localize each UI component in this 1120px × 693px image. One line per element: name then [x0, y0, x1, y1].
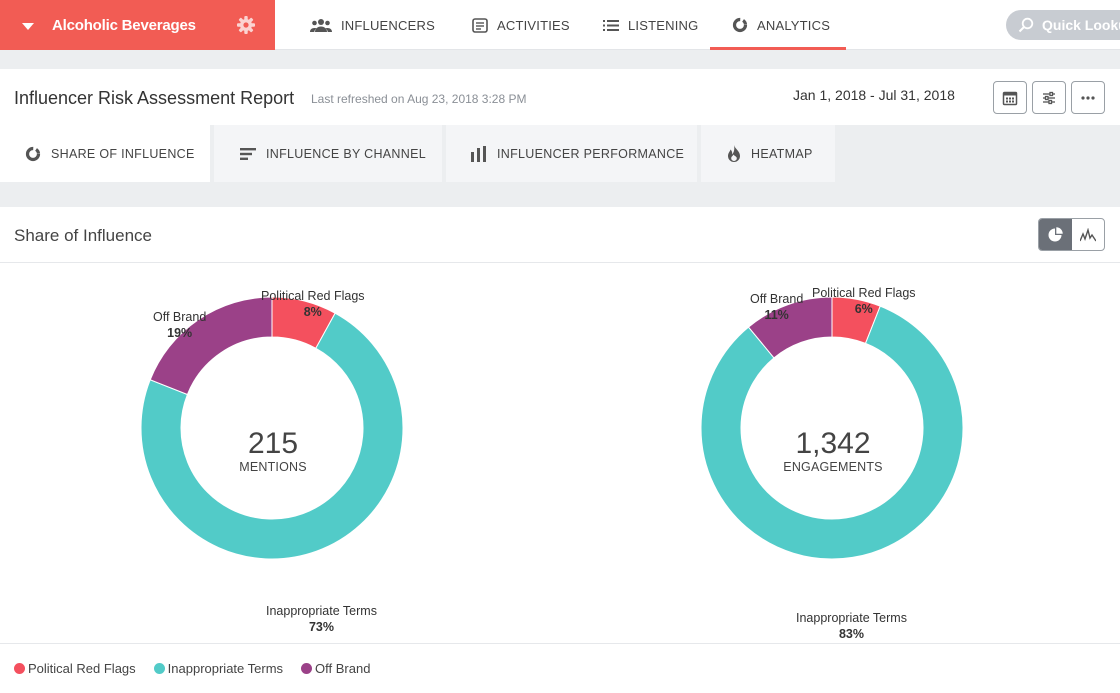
ellipsis-icon	[1081, 95, 1095, 100]
bar-list-icon	[240, 147, 256, 160]
donut-slice-offbrand[interactable]	[747, 296, 833, 359]
slice-name: Inappropriate Terms	[266, 604, 377, 618]
filter-button[interactable]	[1032, 81, 1066, 114]
legend-item-inappropriate[interactable]: Inappropriate Terms	[153, 661, 284, 676]
nav-analytics-label: ANALYTICS	[757, 17, 831, 33]
nav-listening-label: LISTENING	[628, 17, 699, 33]
tab-share-of-influence[interactable]: SHARE OF INFLUENCE	[0, 125, 210, 182]
header-divider	[0, 262, 1120, 263]
quick-lookup-label: Quick Lookup	[1042, 17, 1120, 33]
slice-percent: 19%	[167, 326, 193, 340]
legend-label: Off Brand	[315, 661, 371, 676]
nav-analytics[interactable]: ANALYTICS	[709, 0, 847, 50]
pie-chart-icon	[1048, 226, 1063, 241]
slice-name: Inappropriate Terms	[796, 611, 907, 625]
pie-view-button[interactable]	[1039, 219, 1072, 250]
slice-name: Off Brand	[153, 310, 207, 324]
slice-name: Off Brand	[750, 292, 804, 306]
nav-listening[interactable]: LISTENING	[603, 0, 698, 50]
legend-swatch	[301, 663, 313, 674]
nav-activities-label: ACTIVITIES	[497, 17, 570, 33]
donut-slice-inappropriate[interactable]	[140, 312, 404, 560]
legend-item-offbrand[interactable]: Off Brand	[301, 661, 370, 676]
center-value: 1,342	[795, 427, 871, 460]
legend-label: Political Red Flags	[28, 661, 136, 676]
report-tabs: SHARE OF INFLUENCE INFLUENCE BY CHANNEL …	[0, 125, 1120, 182]
donut-slice-offbrand[interactable]	[149, 296, 273, 396]
tab-label: HEATMAP	[751, 146, 813, 161]
people-icon	[310, 19, 332, 32]
donut-chart-icon	[732, 17, 748, 33]
list-icon	[603, 19, 619, 31]
donut-charts	[140, 296, 964, 560]
donut-slice-inappropriate[interactable]	[700, 305, 964, 560]
last-refreshed: Last refreshed on Aug 23, 2018 3:28 PM	[311, 92, 527, 106]
brand-selector[interactable]: Alcoholic Beverages	[0, 0, 275, 50]
section-title: Share of Influence	[14, 226, 152, 245]
slice-label-inappropriate: Inappropriate Terms 83%	[796, 610, 907, 642]
slice-label-offbrand: Off Brand 11%	[750, 291, 803, 323]
line-chart-icon	[1079, 227, 1096, 241]
report-title: Influencer Risk Assessment Report	[14, 88, 295, 108]
share-of-influence-panel: Share of Influence Political Red Flags 8…	[0, 207, 1120, 693]
trend-view-button[interactable]	[1072, 219, 1105, 250]
tab-influencer-performance[interactable]: INFLUENCER PERFORMANCE	[446, 125, 697, 182]
slice-name: Political Red Flags	[812, 286, 916, 300]
bar-chart-icon	[471, 145, 486, 162]
center-label: MENTIONS	[239, 460, 307, 474]
gear-icon[interactable]	[236, 15, 256, 40]
slice-percent: 8%	[303, 305, 322, 319]
tab-heatmap[interactable]: HEATMAP	[701, 125, 835, 182]
report-header: Influencer Risk Assessment Report Last r…	[0, 69, 1120, 182]
calendar-button[interactable]	[993, 81, 1027, 114]
nav-activities[interactable]: ACTIVITIES	[472, 0, 570, 50]
tab-label: INFLUENCE BY CHANNEL	[266, 146, 426, 161]
donut-center-engagements: 1,342 ENGAGEMENTS	[753, 427, 913, 475]
search-icon	[1018, 17, 1034, 33]
slice-percent: 6%	[854, 302, 873, 316]
donut-chart-icon	[25, 146, 41, 161]
chart-legend: Political Red Flags Inappropriate Terms …	[14, 661, 388, 676]
caret-down-icon	[22, 22, 34, 30]
legend-swatch	[14, 663, 25, 674]
slice-percent: 83%	[838, 627, 864, 641]
legend-divider	[0, 643, 1120, 644]
slice-label-inappropriate: Inappropriate Terms 73%	[266, 603, 377, 635]
brand-title: Alcoholic Beverages	[52, 16, 196, 34]
slice-label-political: Political Red Flags 6%	[812, 285, 916, 317]
legend-item-political[interactable]: Political Red Flags	[14, 661, 136, 676]
center-value: 215	[247, 427, 299, 460]
quick-lookup-search[interactable]: Quick Lookup	[1006, 10, 1120, 40]
date-range[interactable]: Jan 1, 2018 - Jul 31, 2018	[793, 87, 955, 103]
tab-label: INFLUENCER PERFORMANCE	[497, 146, 685, 161]
slice-label-offbrand: Off Brand 19%	[153, 309, 206, 341]
tab-label: SHARE OF INFLUENCE	[51, 146, 195, 161]
more-options-button[interactable]	[1071, 81, 1105, 114]
slice-label-political: Political Red Flags 8%	[261, 288, 365, 320]
slice-percent: 73%	[308, 620, 334, 634]
slice-percent: 11%	[764, 308, 789, 322]
sliders-icon	[1043, 91, 1055, 104]
chart-type-toggle	[1038, 218, 1105, 251]
calendar-icon	[1002, 91, 1018, 105]
legend-swatch	[153, 663, 165, 674]
top-nav: Alcoholic Beverages INFLUENCERS ACTIVITI…	[0, 0, 1120, 50]
nav-influencers-label: INFLUENCERS	[341, 17, 435, 33]
center-label: ENGAGEMENTS	[783, 460, 883, 474]
slice-name: Political Red Flags	[261, 289, 365, 303]
legend-label: Inappropriate Terms	[167, 661, 284, 676]
tab-influence-by-channel[interactable]: INFLUENCE BY CHANNEL	[214, 125, 442, 182]
donut-center-mentions: 215 MENTIONS	[193, 427, 353, 475]
flame-icon	[728, 145, 740, 162]
document-icon	[472, 17, 488, 33]
nav-influencers[interactable]: INFLUENCERS	[310, 0, 435, 50]
